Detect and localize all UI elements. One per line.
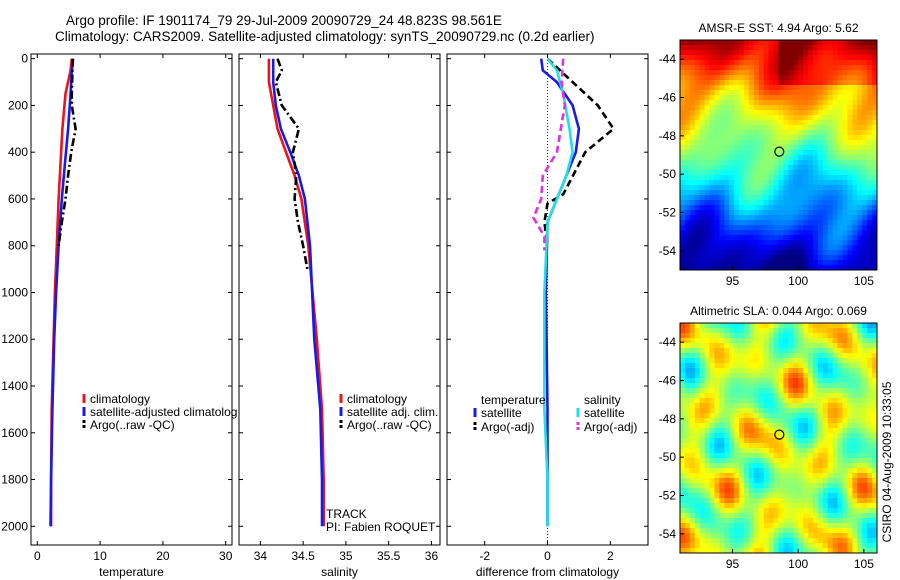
- x-tick-label: 100: [788, 557, 808, 571]
- annotation-track: TRACK: [326, 507, 367, 521]
- legend-argo-label: Argo(..raw -QC): [90, 418, 175, 432]
- y-tick-label: -46: [659, 374, 677, 388]
- x-tick-label: 0: [34, 549, 41, 563]
- x-tick-label: 105: [854, 274, 874, 288]
- map-panel-1: 95 100 105 -44 -46 -48 -50 -52 -54 AMSR-E SST: 4.…: [659, 21, 878, 288]
- legend-header-salinity: salinity: [584, 393, 621, 407]
- series-line-1: [267, 58, 326, 527]
- x-axis-label: difference from climatology: [476, 565, 619, 579]
- series-line-2: [271, 58, 324, 527]
- legend-climatology-label: climatology: [90, 392, 150, 406]
- y-tick-label: 2000: [1, 519, 28, 533]
- y-tick-label: -52: [659, 489, 677, 503]
- y-tick-label: -50: [659, 167, 677, 181]
- x-axis-label: temperature: [99, 565, 164, 579]
- y-tick-label: 1000: [1, 285, 28, 299]
- argo-position-marker: [774, 146, 785, 157]
- x-tick-label: 35.5: [377, 549, 401, 563]
- x-tick-label: 100: [788, 274, 808, 288]
- annotation-pi: PI: Fabien ROQUET: [326, 520, 436, 534]
- x-tick-label: 34: [254, 549, 268, 563]
- map-title: AMSR-E SST: 4.94 Argo: 5.62: [698, 21, 858, 35]
- x-tick-label: 36: [425, 549, 439, 563]
- legend-climatology-label: climatology: [347, 392, 407, 406]
- map-field: [680, 40, 878, 271]
- y-tick-label: -52: [659, 206, 677, 220]
- legend-sal-satellite-label: satellite: [584, 406, 625, 420]
- y-tick-label: 0: [21, 52, 28, 66]
- map-frame: [679, 39, 878, 271]
- y-tick-label: 1200: [1, 332, 28, 346]
- legend-sal-argo-label: Argo(-adj): [584, 420, 637, 434]
- figure-title-line-1: Argo profile: IF 1901174_79 29-Jul-2009 …: [66, 13, 502, 28]
- y-tick-label: 600: [8, 192, 28, 206]
- series-line-3: [57, 58, 77, 246]
- y-tick-label: -54: [659, 527, 677, 541]
- side-credit: CSIRO 04-Aug-2009 10:33:05: [880, 381, 894, 542]
- x-axis-label: salinity: [321, 565, 358, 579]
- y-tick-label: 400: [8, 145, 28, 159]
- map-title: Altimetric SLA: 0.044 Argo: 0.069: [690, 304, 867, 318]
- series-line-3: [274, 58, 309, 270]
- y-tick-label: 1400: [1, 379, 28, 393]
- y-tick-label: -44: [659, 335, 677, 349]
- legend-satellite-adj-clim-label: satellite adj. clim.: [347, 405, 438, 419]
- y-tick-label: 200: [8, 98, 28, 112]
- x-tick-label: 95: [726, 557, 740, 571]
- y-tick-label: -54: [659, 244, 677, 258]
- map-panel-2: 95 100 105 -44 -46 -48 -50 -52 -54 Altimetric SLA…: [659, 304, 878, 571]
- axes-frame: [238, 53, 441, 546]
- x-tick-label: 2: [607, 549, 614, 563]
- axes-frame: [30, 53, 233, 546]
- x-tick-label: 30: [219, 549, 233, 563]
- legend-argo-label: Argo(..raw -QC): [347, 418, 432, 432]
- x-tick-label: 0: [544, 549, 551, 563]
- map-field: [680, 323, 878, 554]
- y-tick-label: -48: [659, 129, 677, 143]
- legend-temp-argo-label: Argo(-adj): [481, 420, 534, 434]
- profile-panel-3: -2 0 2 difference from climatology temperatu…: [446, 53, 649, 579]
- x-tick-label: 34.5: [291, 549, 315, 563]
- x-tick-label: 20: [156, 549, 170, 563]
- series-line-3: [543, 57, 574, 527]
- profile-panel-1: 0 10 20 30 0 200 400 600 800 1000 1200 1400 1600 1800…: [1, 52, 237, 579]
- argo-position-marker: [774, 429, 785, 440]
- series-line-2: [543, 57, 615, 246]
- legend-satellite-adjusted-label: satellite-adjusted climatolog: [90, 405, 237, 419]
- y-tick-label: -48: [659, 412, 677, 426]
- legend-temp-satellite-label: satellite: [481, 406, 522, 420]
- series-line-2: [49, 58, 75, 527]
- x-tick-label: 35: [339, 549, 353, 563]
- profile-panel-2: 34 34.5 35 35.5 36 salinity climatologysatelli…: [238, 53, 441, 579]
- map-frame: [679, 322, 878, 554]
- y-tick-label: -46: [659, 91, 677, 105]
- series-line-4: [532, 58, 567, 251]
- figure-title-line-2: Climatology: CARS2009. Satellite-adjuste…: [55, 29, 595, 44]
- x-tick-label: -2: [479, 549, 490, 563]
- x-tick-label: 95: [726, 274, 740, 288]
- y-tick-label: -50: [659, 450, 677, 464]
- y-tick-label: 800: [8, 239, 28, 253]
- y-tick-label: 1800: [1, 473, 28, 487]
- y-tick-label: -44: [659, 52, 677, 66]
- x-tick-label: 105: [854, 557, 874, 571]
- x-tick-label: 10: [93, 549, 107, 563]
- y-tick-label: 1600: [1, 426, 28, 440]
- legend-header-temperature: temperature: [481, 393, 546, 407]
